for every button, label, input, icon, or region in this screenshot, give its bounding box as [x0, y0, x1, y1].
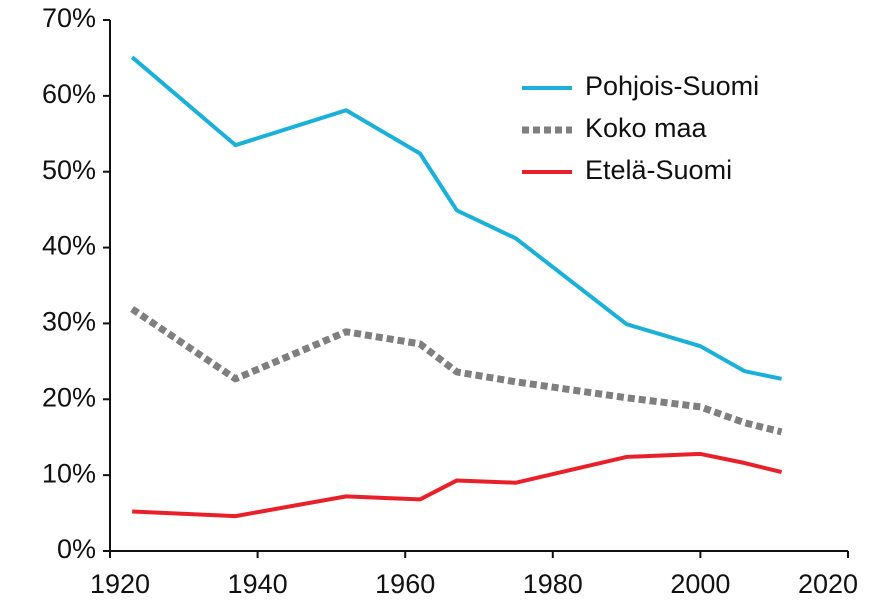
y-tick-label: 30% [42, 307, 96, 337]
y-tick-label: 10% [42, 458, 96, 488]
x-tick-label: 1920 [90, 569, 150, 599]
series-line [130, 55, 782, 381]
legend-label: Etelä-Suomi [585, 155, 732, 185]
y-tick-label: 40% [42, 231, 96, 261]
x-tick-label: 2020 [798, 569, 858, 599]
legend-label: Koko maa [585, 113, 708, 143]
x-tick-label: 2000 [670, 569, 730, 599]
series-line [132, 451, 783, 519]
x-tick-label: 1980 [523, 569, 583, 599]
y-tick-label: 60% [42, 79, 96, 109]
y-tick-label: 70% [42, 3, 96, 33]
x-tick-label: 1940 [228, 569, 288, 599]
legend-label: Pohjois-Suomi [585, 71, 759, 101]
x-tick-label: 1960 [375, 569, 435, 599]
series-line [130, 306, 783, 436]
y-tick-label: 20% [42, 382, 96, 412]
y-tick-label: 50% [42, 155, 96, 185]
y-tick-label: 0% [57, 534, 96, 564]
